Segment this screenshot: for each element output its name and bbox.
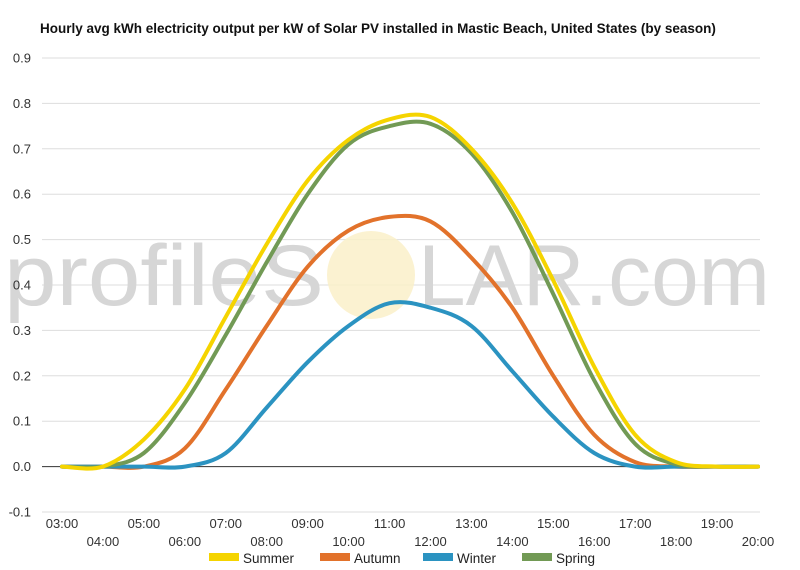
series-line-winter	[60, 300, 760, 470]
legend-label: Autumn	[354, 551, 401, 566]
legend[interactable]: Summer Autumn Winter Spring	[209, 551, 595, 566]
watermark: profileS LAR.com	[4, 228, 770, 324]
x-tick-label: 18:00	[660, 534, 693, 549]
x-tick-label: 09:00	[291, 516, 324, 531]
y-tick-label: 0.9	[13, 51, 31, 66]
series-lines	[60, 112, 760, 471]
x-tick-label: 04:00	[87, 534, 120, 549]
chart-title: Hourly avg kWh electricity output per kW…	[40, 21, 716, 36]
x-axis-ticks: 03:00 04:00 05:00 06:00 07:00 08:00 09:00 10:00…	[46, 516, 775, 549]
legend-item-autumn[interactable]: Autumn	[320, 551, 401, 566]
x-tick-label: 20:00	[742, 534, 775, 549]
legend-swatch	[423, 553, 453, 561]
x-tick-label: 05:00	[128, 516, 161, 531]
legend-label: Summer	[243, 551, 295, 566]
y-axis-ticks: -0.1 0.0 0.1 0.2 0.3 0.4 0.5 0.6 0.7 0.8 0.9	[9, 51, 31, 520]
x-tick-label: 06:00	[169, 534, 202, 549]
series-line-autumn	[60, 213, 760, 470]
legend-swatch	[320, 553, 350, 561]
y-tick-label: 0.4	[13, 278, 31, 293]
y-tick-label: 0.8	[13, 96, 31, 111]
legend-item-summer[interactable]: Summer	[209, 551, 295, 566]
x-tick-label: 10:00	[332, 534, 365, 549]
y-tick-label: 0.2	[13, 368, 31, 383]
x-tick-label: 08:00	[250, 534, 283, 549]
x-tick-label: 16:00	[578, 534, 611, 549]
x-tick-label: 17:00	[619, 516, 652, 531]
x-tick-label: 07:00	[209, 516, 242, 531]
y-tick-label: 0.0	[13, 459, 31, 474]
watermark-text-left: profileS	[4, 228, 324, 324]
x-tick-label: 11:00	[374, 516, 406, 531]
legend-item-spring[interactable]: Spring	[522, 551, 595, 566]
series-line-spring	[60, 119, 760, 470]
legend-item-winter[interactable]: Winter	[423, 551, 497, 566]
y-tick-label: 0.5	[13, 232, 31, 247]
y-tick-label: 0.3	[13, 323, 31, 338]
series-line-summer	[60, 112, 760, 471]
watermark-text-right: LAR.com	[418, 228, 770, 324]
x-tick-label: 12:00	[414, 534, 447, 549]
y-tick-label: 0.7	[13, 141, 31, 156]
x-tick-label: 14:00	[496, 534, 529, 549]
x-tick-label: 19:00	[701, 516, 734, 531]
x-tick-label: 15:00	[537, 516, 570, 531]
y-tick-label: -0.1	[9, 505, 31, 520]
legend-swatch	[522, 553, 552, 561]
y-tick-label: 0.6	[13, 187, 31, 202]
legend-swatch	[209, 553, 239, 561]
x-tick-label: 13:00	[455, 516, 488, 531]
legend-label: Spring	[556, 551, 595, 566]
y-tick-label: 0.1	[13, 414, 31, 429]
x-tick-label: 03:00	[46, 516, 79, 531]
watermark-sun-icon	[327, 231, 415, 319]
legend-label: Winter	[457, 551, 497, 566]
